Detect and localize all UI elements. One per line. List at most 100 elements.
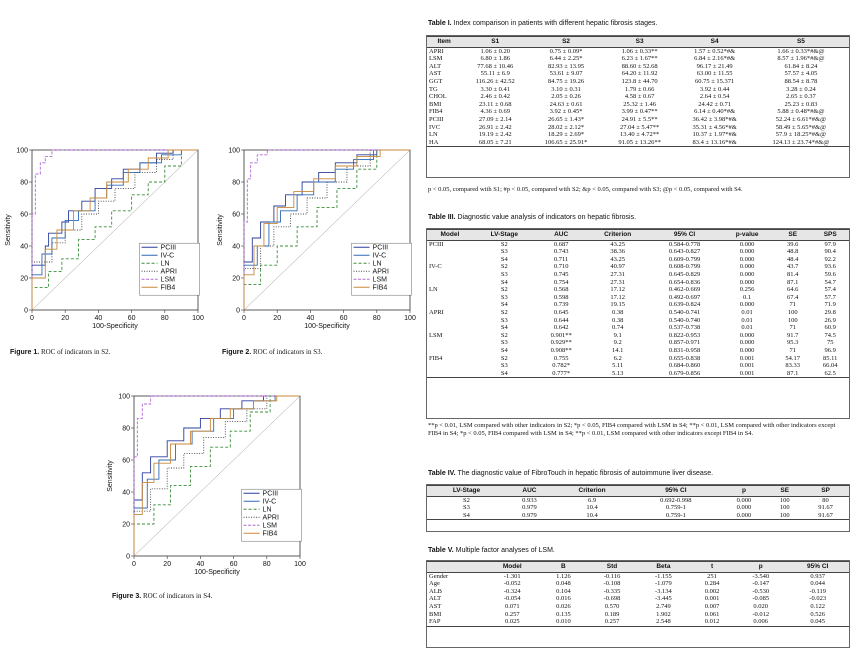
table-cell: 0.01 [741, 316, 753, 324]
table-cell: 17.12 [610, 286, 625, 294]
x-axis-label: 100-Specificity [304, 323, 350, 330]
table-cell: 0.645 [553, 308, 569, 316]
table-cell: S4 [500, 324, 508, 332]
legend-box [139, 242, 200, 296]
table-cell: 0.000 [739, 263, 755, 271]
table-cell: 0.692-0.998 [660, 496, 692, 504]
table-cell: -0.012 [752, 610, 770, 618]
table-cell: 71 [789, 301, 796, 309]
x-tick-label: 40 [197, 561, 205, 568]
y-tick-label: 80 [122, 426, 130, 433]
table-cell: 0.654-0.836 [668, 278, 701, 286]
table-cell: 0.000 [739, 248, 755, 256]
table-row: IVC 26.91 ± 2.42 28.02 ± 2.12* 27.04 ± 5.47… [427, 124, 849, 132]
table-5-frame: Model B Std Beta t p 95% CI Gender -1.301 1.126 -0… [426, 560, 850, 648]
table-cell: 60.75 ± 15.371 [694, 77, 735, 85]
table-cell: 27.09 ± 2.14 [478, 115, 512, 123]
table-cell: 43.7 [787, 263, 799, 271]
table-cell: 60.9 [824, 324, 836, 332]
table-cell: 0.526 [810, 610, 825, 618]
table-cell: 88.60 ± 52.68 [621, 62, 658, 70]
table-cell: 81.4 [787, 270, 799, 278]
table-cell: 123.8 ± 44.70 [621, 77, 658, 85]
table1-header: S4 [676, 36, 753, 48]
x-tick-label: 20 [163, 561, 171, 568]
table3-header: 95% CI [648, 229, 721, 241]
table1-header: S2 [529, 36, 603, 48]
x-tick-label: 20 [61, 315, 69, 322]
legend-box [351, 242, 412, 296]
table-cell: 82.93 ± 13.95 [548, 62, 585, 70]
table-cell: 57.9 ± 18.25*#&@ [775, 131, 827, 139]
table-cell: -0.023 [809, 595, 827, 603]
legend-label: FIB4 [263, 531, 278, 538]
legend-label: LSM [263, 523, 278, 530]
table-cell [427, 347, 473, 355]
table-cell: S4 [500, 278, 508, 286]
table3-header: Model [427, 229, 473, 241]
table-cell: S2 [500, 308, 508, 316]
table-row: S4 0.979 10.4 0.759-1 0.000 100 91.67 [427, 511, 849, 521]
table-cell: 0.000 [736, 496, 752, 504]
table-row: S4 0.777* 5.13 0.679-0.856 0.001 87.1 62.5 [427, 369, 849, 379]
figure-3-caption: Figure 3. ROC of indicators in S4. [112, 592, 212, 600]
table-cell: 0.000 [739, 270, 755, 278]
x-tick-label: 100 [192, 315, 204, 322]
legend-label: FIB4 [373, 285, 388, 292]
roc-chart-s4: 0 20 40 60 80 100 0 20 40 60 80 100 100-Specificity S… [107, 394, 306, 577]
table-row: S3 0.979 10.4 0.759-1 0.000 100 91.67 [427, 504, 849, 512]
table-cell: 55.11 ± 6.9 [480, 70, 510, 78]
table-row: TG 3.30 ± 0.41 3.10 ± 0.31 1.79 ± 0.66 3.92 … [427, 86, 849, 94]
table4-header: 95% CI [631, 485, 721, 497]
table-cell: CHOL [429, 93, 447, 101]
table-cell: 3.92 ± 0.45* [549, 108, 583, 116]
table-cell: 24.63 ± 0.61 [549, 100, 583, 108]
table-cell: S2 [500, 354, 508, 362]
table-cell: -3.134 [654, 587, 672, 595]
table-cell: 4.58 ± 0.67 [624, 93, 655, 101]
x-tick-label: 0 [242, 315, 246, 322]
table-cell [427, 256, 473, 264]
table-cell: TG [429, 85, 438, 93]
roc-line-ln [31, 149, 198, 310]
table-cell: 59.6 [824, 270, 836, 278]
table-4-title: Table IV. The diagnostic value of FibroT… [428, 470, 713, 477]
table3-header: SPS [811, 229, 849, 241]
table-cell: BMI [429, 100, 442, 108]
table-cell: 9.2 [613, 339, 622, 347]
roc-line-fib4 [243, 149, 410, 310]
table-4-caption: The diagnostic value of FibroTouch in he… [457, 470, 714, 477]
table-cell: 25.32 ± 1.46 [623, 100, 657, 108]
table-cell: 10.4 [552, 511, 632, 521]
table-cell: APRI [429, 47, 444, 55]
table-3-caption: Diagnostic value analysis of indicators … [457, 214, 637, 221]
table-cell: 1.902 [656, 610, 671, 618]
table4-header: SE [767, 485, 803, 497]
table-3-title: Table III. Diagnostic value analysis of … [428, 214, 636, 221]
table-cell: 0.901** [550, 331, 572, 339]
table-cell: 0.639-0.824 [668, 301, 701, 309]
table-1-label: Table I. [428, 20, 452, 27]
table-cell: 0.000 [739, 301, 755, 309]
table-cell: PCIII [429, 240, 444, 248]
table-cell: -0.116 [603, 572, 621, 580]
table-cell: 87.1 [787, 278, 799, 286]
table-cell: -1.079 [654, 580, 672, 588]
y-tick-label: 60 [122, 458, 130, 465]
table-cell: -0.147 [752, 580, 770, 588]
table-1-caption: Index comparison in patients with differ… [453, 20, 658, 27]
table-row: FIB4 4.36 ± 0.69 3.92 ± 0.45* 3.99 ± 0.47**… [427, 108, 849, 116]
table5-header: 95% CI [786, 561, 849, 573]
table-cell: 6.14 ± 0.40*#& [694, 108, 736, 116]
y-tick-label: 60 [20, 212, 28, 219]
figure-2-caption: Figure 2. ROC of indicators in S3. [222, 348, 322, 356]
table-cell: 0.782* [552, 362, 571, 370]
table-cell: 0.000 [739, 346, 755, 354]
table-cell: 0.644 [553, 316, 569, 324]
y-tick-label: 100 [16, 148, 28, 155]
legend-label: APRI [263, 515, 279, 522]
table-cell: 77.68 ± 10.46 [477, 62, 514, 70]
table-cell: 6.44 ± 2.25* [549, 55, 583, 63]
table-cell: S4 [500, 255, 508, 263]
